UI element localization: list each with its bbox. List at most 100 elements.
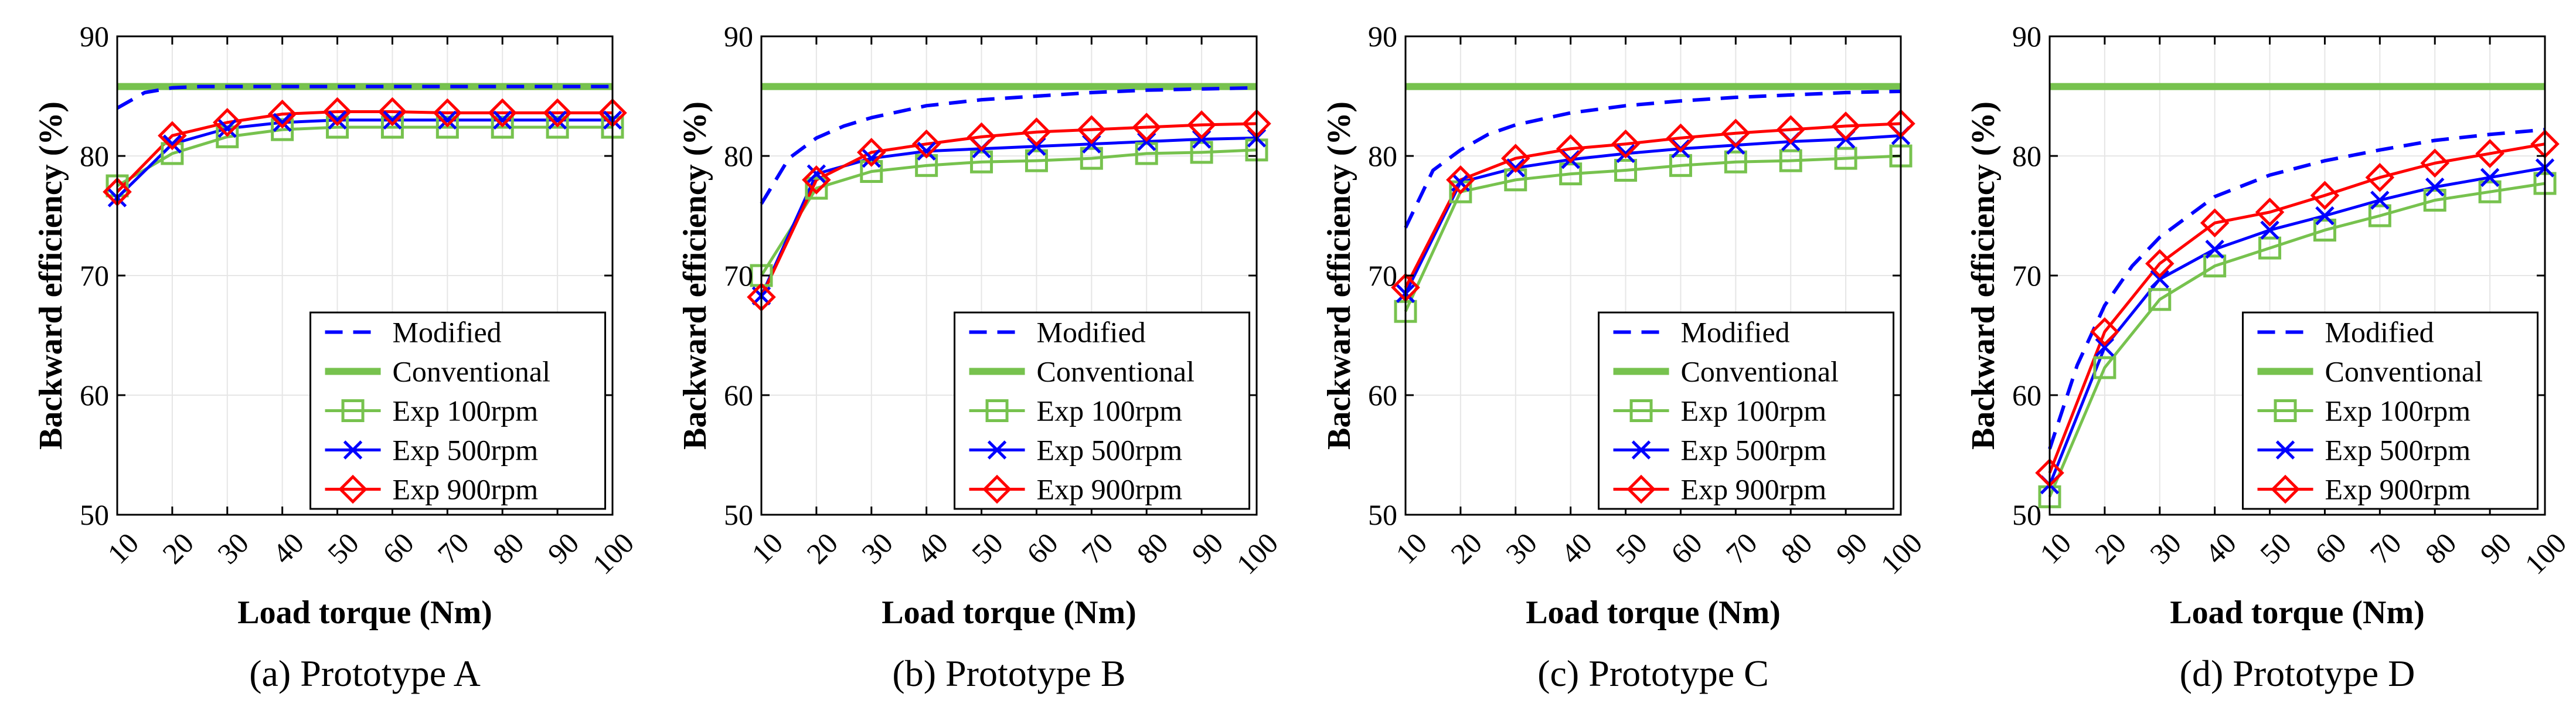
data-point-exp500 [162,134,182,154]
data-point-exp900 [267,99,297,129]
x-tick-label: 60 [1020,526,1064,570]
data-point-exp500 [2315,206,2335,226]
data-point-exp100 [326,115,349,139]
data-point-exp500 [217,118,237,138]
data-point-exp100 [546,115,569,139]
x-tick-label: 10 [1389,526,1433,570]
data-point-exp900 [1831,111,1860,141]
legend-label-exp500: Exp 500rpm [393,434,539,467]
y-tick-label: 80 [2012,140,2041,172]
legend-label-modified: Modified [393,316,502,349]
legend-marker-exp900 [2271,474,2300,504]
legend-label-exp900: Exp 900rpm [1037,473,1183,506]
data-point-exp500 [807,164,826,184]
data-point-exp500 [328,110,347,130]
x-tick-label: 40 [910,526,954,570]
data-point-exp100 [1779,149,1802,172]
data-point-exp500 [862,148,881,168]
y-tick-label: 90 [1368,20,1397,53]
legend-label-conventional: Conventional [1037,355,1195,388]
series-line-modified [2048,128,2546,450]
legend: Modified Conventional Exp 100rpm Exp 500rpm… [309,311,607,510]
legend-label-exp900: Exp 900rpm [393,473,539,506]
panel-caption: (a) Prototype A [249,653,481,694]
x-tick-label: 70 [2364,526,2408,570]
data-point-exp900 [1666,123,1696,153]
x-axis-label: Load torque (Nm) [882,594,1136,631]
data-point-exp100 [2478,180,2502,203]
data-point-exp900 [2475,139,2504,168]
x-tick-label: 70 [1720,526,1764,570]
y-tick-label: 80 [80,140,109,172]
legend-label-exp100: Exp 100rpm [1037,395,1183,427]
data-point-exp500 [1506,158,1525,178]
y-tick-label: 90 [80,20,109,53]
data-point-exp900 [2310,181,2340,210]
y-tick-label: 50 [2012,498,2041,531]
data-point-exp100 [1080,147,1103,170]
x-tick-label: 90 [1185,526,1229,570]
data-point-exp500 [2260,220,2279,240]
x-tick-label: 50 [965,526,1009,570]
panel-caption: (c) Prototype C [1537,653,1769,694]
x-tick-label: 20 [1444,526,1488,570]
x-tick-label: 30 [211,526,255,570]
legend-marker-exp900 [982,474,1012,504]
data-point-exp900 [212,108,242,137]
y-axis-label: Backward efficiency (%) [677,101,713,450]
data-point-exp500 [2205,239,2224,259]
x-tick-label: 40 [1554,526,1598,570]
data-point-exp900 [488,98,518,128]
series-line-exp500 [2048,166,2546,485]
legend: Modified Conventional Exp 100rpm Exp 500rpm… [954,311,1251,510]
data-point-exp500 [547,110,567,130]
data-point-exp100 [1834,147,1857,170]
x-axis-label: Load torque (Nm) [1526,594,1781,631]
data-point-exp100 [1025,149,1048,172]
series-line-exp900 [2048,142,2546,474]
x-tick-label: 10 [2033,526,2077,570]
x-tick-label: 30 [1499,526,1543,570]
x-tick-label: 80 [1775,526,1819,570]
y-tick-label: 80 [724,140,753,172]
legend-label-exp500: Exp 500rpm [1037,434,1183,467]
y-tick-label: 60 [724,379,753,412]
legend-label-exp100: Exp 100rpm [1681,395,1827,427]
x-axis-label: Load torque (Nm) [2170,594,2425,631]
legend-marker-exp500 [343,440,363,460]
legend-marker-exp900 [1626,474,1656,504]
data-point-exp100 [1669,154,1692,177]
series-line-exp500 [1404,134,1901,294]
series-line-exp500 [116,118,612,199]
data-point-exp500 [2480,168,2500,187]
x-tick-label: 90 [2473,526,2517,570]
y-tick-label: 60 [80,379,109,412]
data-point-exp900 [967,122,996,152]
legend-label-exp500: Exp 500rpm [1681,434,1827,467]
series-line-exp900 [1404,122,1901,288]
y-tick-label: 50 [80,498,109,531]
data-point-exp900 [856,138,886,167]
series-line-exp100 [760,148,1257,277]
data-point-exp100 [2093,356,2116,379]
data-point-exp100 [2258,236,2282,260]
y-tick-label: 80 [1368,140,1397,172]
data-point-exp100 [805,176,828,200]
x-tick-label: 30 [2143,526,2187,570]
series-line-modified [1404,89,1901,229]
series-line-exp900 [760,122,1257,298]
data-point-exp100 [380,115,404,139]
y-tick-label: 60 [1368,379,1397,412]
x-tick-label: 70 [431,526,475,570]
data-point-exp500 [2370,191,2390,210]
data-point-exp100 [1614,158,1638,182]
data-point-exp500 [383,110,402,130]
data-point-exp100 [1724,150,1747,174]
y-tick-label: 50 [1368,498,1397,531]
x-tick-label: 100 [2519,526,2573,581]
legend-marker-exp100 [2274,399,2297,422]
